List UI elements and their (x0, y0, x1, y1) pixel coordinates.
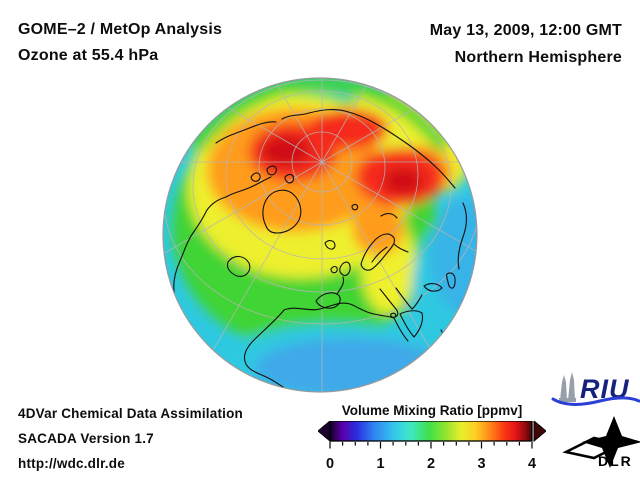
timestamp-label: May 13, 2009, 12:00 GMT (429, 22, 622, 39)
colorbar-right-arrow (533, 419, 547, 443)
dlr-logo: DLR (562, 416, 640, 469)
dlr-wordmark: DLR (598, 453, 633, 469)
tick-label-4: 4 (527, 456, 537, 472)
riu-logo: RIU (551, 372, 640, 406)
colorbar-title: Volume Mixing Ratio [ppmv] (341, 403, 523, 418)
credits-block: 4DVar Chemical Data Assimilation SACADA … (18, 401, 243, 476)
colorbar-tick-labels: 0 1 2 3 4 (318, 456, 546, 472)
tick-label-0: 0 (325, 456, 335, 472)
cologne-cathedral-icon (559, 372, 576, 402)
coastlines (173, 108, 467, 392)
riu-wave-icon (551, 396, 640, 406)
globe-outline (162, 77, 478, 393)
tick-label-3: 3 (477, 456, 486, 472)
ozone-field (172, 78, 477, 392)
level-subtitle: Ozone at 55.4 hPa (18, 47, 159, 64)
colorbar-gradient-bar (329, 420, 533, 442)
colorbar-left-arrow (317, 419, 331, 443)
url-label: http://wdc.dlr.de (18, 456, 125, 471)
colorbar-ticks (329, 442, 533, 449)
version-label: SACADA Version 1.7 (18, 431, 154, 446)
graticule (163, 78, 477, 392)
colorbar: Volume Mixing Ratio [ppmv] (317, 403, 547, 472)
title-block: GOME–2 / MetOp Analysis Ozone at 55.4 hP… (18, 17, 222, 69)
datetime-block: May 13, 2009, 12:00 GMT Northern Hemisph… (430, 17, 622, 71)
colorbar-scale (317, 419, 547, 449)
tick-label-2: 2 (426, 456, 436, 472)
hemisphere-label: Northern Hemisphere (454, 49, 622, 66)
dlr-star-icon (562, 416, 640, 468)
assimilation-label: 4DVar Chemical Data Assimilation (18, 406, 243, 421)
tick-label-1: 1 (376, 456, 385, 472)
instrument-title: GOME–2 / MetOp Analysis (18, 21, 223, 38)
